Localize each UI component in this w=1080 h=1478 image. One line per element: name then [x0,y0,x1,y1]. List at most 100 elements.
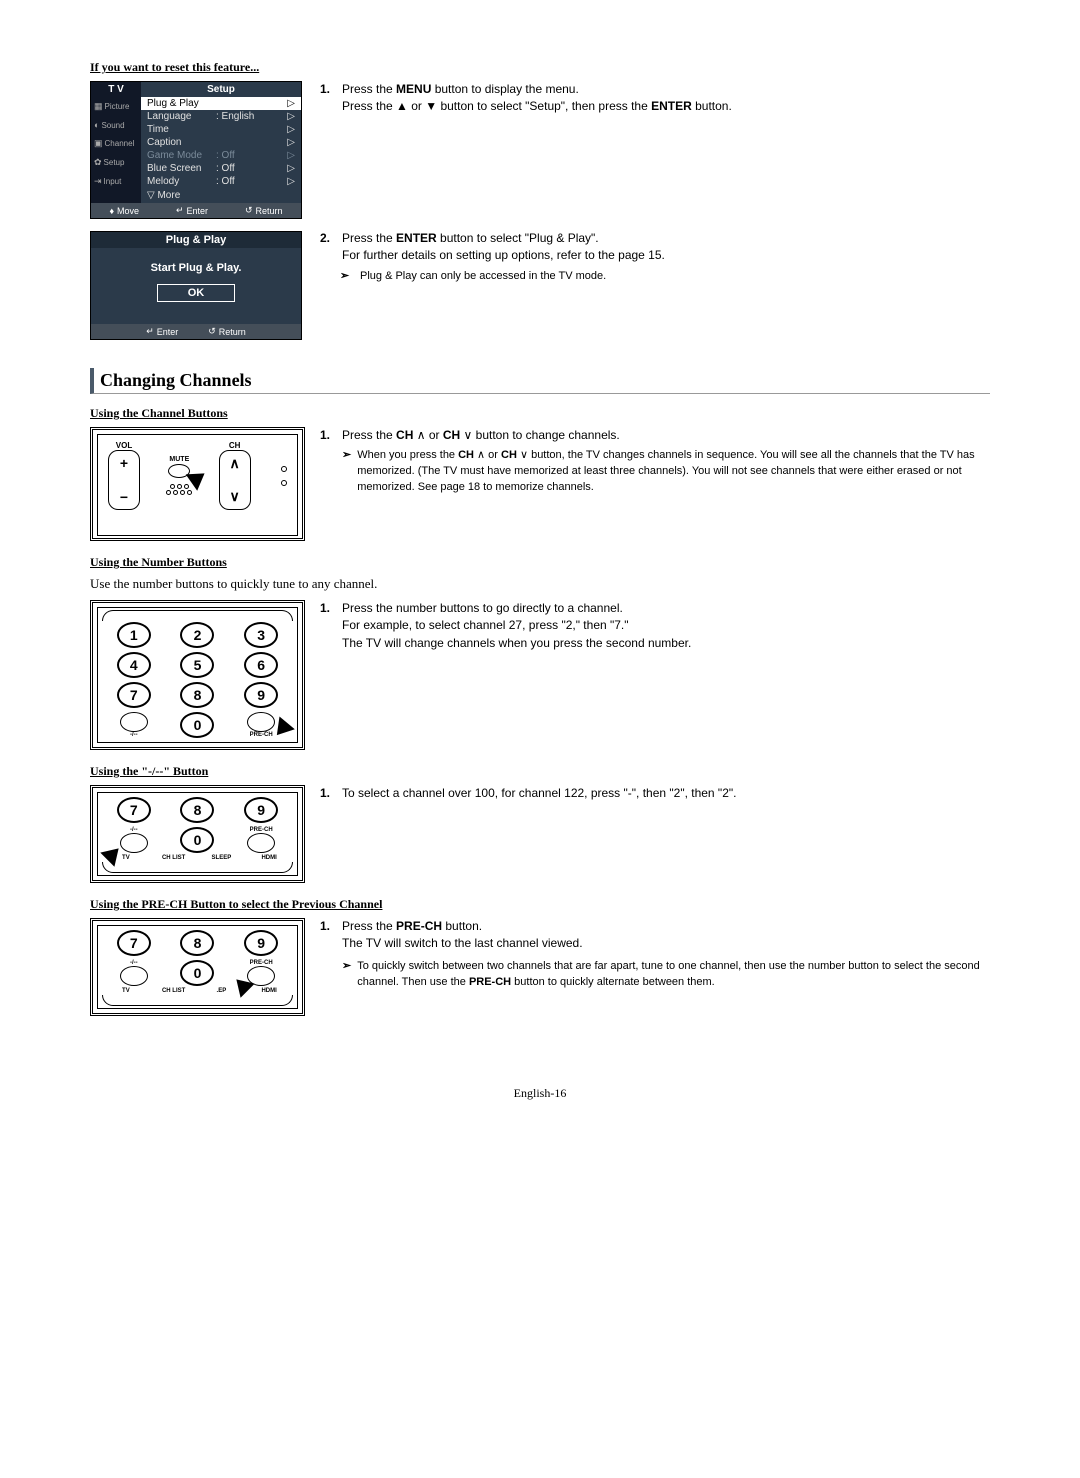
step-pre-1: 1. Press the PRE-CH button.The TV will s… [320,918,990,991]
num-9[interactable]: 9 [244,797,278,823]
setup-row[interactable]: Language: English▷ [141,110,301,123]
step-num: 2. [320,230,336,265]
num-8[interactable]: 8 [180,930,214,956]
tv-setup-menu: T V Setup ▦Picture◐Sound▣Channel✿Setup⇥I… [90,81,302,219]
vol-rocker[interactable]: +− [108,450,140,510]
note-text: Plug & Play can only be accessed in the … [360,269,606,285]
numpad-grid: 1 2 3 4 5 6 7 8 9 -/-- 0 PRE-CH [104,622,291,738]
side-tab-setup[interactable]: ✿Setup [91,153,141,172]
setup-row[interactable]: Plug & Play▷ [141,97,301,110]
step-dash-1: 1. To select a channel over 100, for cha… [320,785,990,802]
section-heading: Changing Channels [90,368,990,394]
dash-button[interactable] [120,966,148,986]
side-tabs: ▦Picture◐Sound▣Channel✿Setup⇥Input [91,97,141,203]
footer-enter: Enter [187,206,209,216]
note-arrow-icon: ➢ [342,959,351,991]
prech-label: PRE-CH [231,827,291,833]
setup-title: Setup [141,82,301,97]
num-5[interactable]: 5 [180,652,214,678]
num-7[interactable]: 7 [117,682,151,708]
num-6[interactable]: 6 [244,652,278,678]
chlist-label: CH LIST [152,855,196,861]
num-3[interactable]: 3 [244,622,278,648]
num-0[interactable]: 0 [180,960,214,986]
step-body: Press the MENU button to display the men… [342,81,990,116]
num-9[interactable]: 9 [244,682,278,708]
ch-label: CH [229,441,241,450]
reset-heading: If you want to reset this feature... [90,60,990,75]
remote-numpad: 1 2 3 4 5 6 7 8 9 -/-- 0 PRE-CH [90,600,305,750]
note-arrow-icon: ➢ [340,269,354,285]
note-arrow-icon: ➢ [342,448,351,496]
step-num: 1. [320,785,336,802]
sleep-label: SLEEP [200,855,244,861]
enter-icon: ↵ [146,326,154,337]
setup-row[interactable]: Game Mode: Off▷ [141,149,301,162]
more-row: ▽ More [141,188,301,203]
vol-label: VOL [116,441,132,450]
step-num: 1. [320,918,336,991]
updown-icon: ♦ [109,206,114,216]
step-body: Press the ENTER button to select "Plug &… [342,230,990,265]
ch-rocker[interactable]: ∧∨ [219,450,251,510]
dash-button[interactable] [120,833,148,853]
num-4[interactable]: 4 [117,652,151,678]
return-icon: ↺ [208,326,216,337]
note: ➢ Plug & Play can only be accessed in th… [340,269,990,285]
num-1[interactable]: 1 [117,622,151,648]
sub-heading-3: Using the "-/--" Button [90,764,990,779]
remote-prech-panel: 7 8 9 -/-- 0 PRE-CH TV CH LIST .EP HDMI [90,918,305,1016]
tv-label: T V [91,82,141,97]
pp-enter: Enter [157,327,179,337]
hdmi-label: HDMI [247,855,291,861]
prech-button[interactable] [247,833,275,853]
step-body: Press the CH ∧ or CH ∨ button to change … [342,427,990,444]
page-footer: English-16 [90,1086,990,1101]
num-2[interactable]: 2 [180,622,214,648]
side-tab-channel[interactable]: ▣Channel [91,134,141,153]
remote-channel-panel: VOL +− MUTE CH ∧∨ [90,427,305,541]
step-num: 1. [320,427,336,496]
setup-row[interactable]: Time▷ [141,123,301,136]
step-body: To select a channel over 100, for channe… [342,785,990,802]
num-9[interactable]: 9 [244,930,278,956]
pp-ok-button[interactable]: OK [157,284,236,302]
num-7[interactable]: 7 [117,797,151,823]
step-1: 1. Press the MENU button to display the … [320,81,990,116]
step-num-1: 1. Press the number buttons to go direct… [320,600,990,652]
pp-return: Return [219,327,246,337]
pp-title: Plug & Play [91,232,301,248]
num-8[interactable]: 8 [180,797,214,823]
footer-return: Return [256,206,283,216]
step-body: Press the number buttons to go directly … [342,600,990,652]
dash-button[interactable] [120,712,148,732]
num-0[interactable]: 0 [180,712,214,738]
dash-label: -/-- [104,960,164,966]
num-7[interactable]: 7 [117,930,151,956]
step-2: 2. Press the ENTER button to select "Plu… [320,230,990,265]
tv-menu-footer: ♦Move ↵Enter ↺Return [91,203,301,218]
sub-heading-4: Using the PRE-CH Button to select the Pr… [90,897,990,912]
enter-icon: ↵ [176,205,184,216]
step-num: 1. [320,81,336,116]
side-tab-input[interactable]: ⇥Input [91,172,141,191]
tv-label: TV [104,988,148,994]
side-tab-sound[interactable]: ◐Sound [91,116,141,134]
hdmi-label: HDMI [247,988,291,994]
prech-label: PRE-CH [231,960,291,966]
dash-label: -/-- [104,732,164,738]
setup-list: Plug & Play▷Language: English▷Time▷Capti… [141,97,301,203]
note-text: To quickly switch between two channels t… [357,959,990,991]
intro-text: Use the number buttons to quickly tune t… [90,576,990,592]
setup-row[interactable]: Melody: Off▷ [141,175,301,188]
pp-body-text: Start Plug & Play. [97,262,295,274]
pp-body: Start Plug & Play. OK [91,248,301,324]
num-0[interactable]: 0 [180,827,214,853]
setup-row[interactable]: Caption▷ [141,136,301,149]
side-tab-picture[interactable]: ▦Picture [91,97,141,116]
step-ch-1: 1. Press the CH ∧ or CH ∨ button to chan… [320,427,990,496]
step-num: 1. [320,600,336,652]
chlist-label: CH LIST [152,988,196,994]
setup-row[interactable]: Blue Screen: Off▷ [141,162,301,175]
num-8[interactable]: 8 [180,682,214,708]
